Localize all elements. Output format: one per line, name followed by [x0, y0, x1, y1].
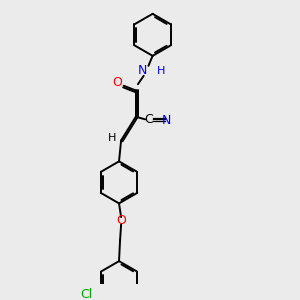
- Text: O: O: [116, 214, 126, 227]
- Text: Cl: Cl: [80, 288, 92, 300]
- Text: O: O: [112, 76, 122, 89]
- Text: N: N: [138, 64, 147, 77]
- Text: N: N: [162, 114, 171, 128]
- Text: H: H: [157, 65, 165, 76]
- Text: C: C: [145, 113, 153, 126]
- Text: H: H: [107, 133, 116, 143]
